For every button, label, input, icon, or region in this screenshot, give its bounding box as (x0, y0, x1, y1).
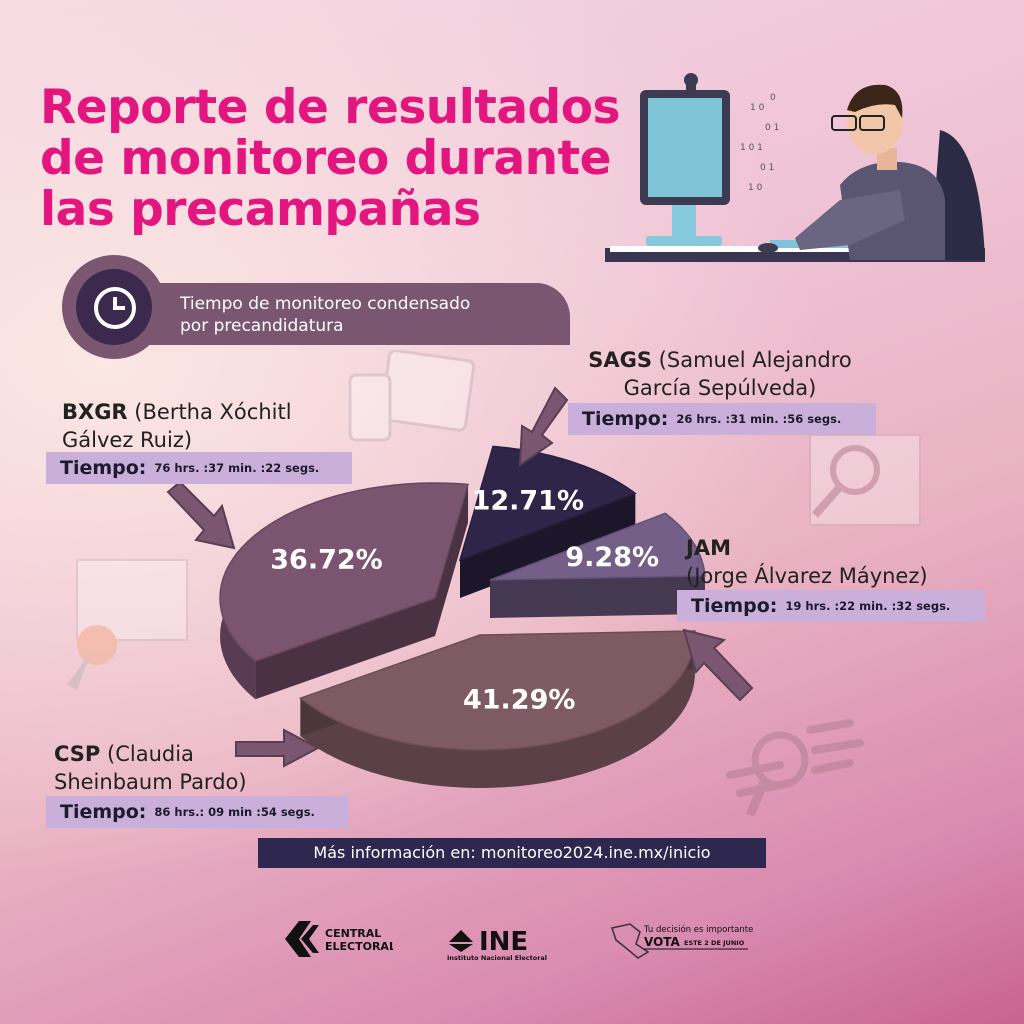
clock-badge (62, 255, 166, 359)
subtitle-line-1: Tiempo de monitoreo condensado (180, 294, 471, 314)
bxgr-code: BXGR (62, 400, 128, 424)
candidate-bxgr: BXGR (Bertha Xóchitl Gálvez Ruiz) (62, 398, 362, 454)
svg-text:0 1: 0 1 (760, 163, 774, 173)
bxgr-name-1: (Bertha Xóchitl (134, 400, 292, 424)
ine-logo: INE Instituto Nacional Electoral (447, 927, 547, 962)
sags-time-label: Tiempo: (582, 408, 669, 430)
more-info-link[interactable]: Más información en: monitoreo2024.ine.mx… (258, 838, 766, 868)
arrow-sags-icon (518, 386, 569, 467)
sags-time-value: 26 hrs. :31 min. :56 segs. (676, 412, 842, 426)
pie-label-jam: 9.28% (565, 542, 659, 573)
svg-text:1 0: 1 0 (748, 183, 763, 193)
bxgr-time-box: Tiempo: 76 hrs. :37 min. :22 segs. (46, 452, 352, 484)
vota-logo: Tu decisión es importante VOTA ESTE 2 DE… (611, 923, 753, 959)
csp-time-value: 86 hrs.: 09 min :54 segs. (154, 805, 315, 819)
csp-time-box: Tiempo: 86 hrs.: 09 min :54 segs. (46, 796, 348, 828)
subtitle-line-2: por precandidatura (180, 316, 344, 336)
decorative-devices-icon (348, 350, 475, 442)
title-line-3: las precampañas (40, 182, 481, 237)
csp-time-label: Tiempo: (60, 801, 147, 823)
csp-name-2: Sheinbaum Pardo) (54, 770, 247, 794)
svg-text:1 0: 1 0 (750, 103, 765, 113)
pie-slice-bxgr: 36.72% (219, 482, 469, 700)
pie-label-bxgr: 36.72% (270, 545, 382, 576)
sags-time-box: Tiempo: 26 hrs. :31 min. :56 segs. (568, 403, 876, 435)
ine-subtext: Instituto Nacional Electoral (447, 954, 547, 962)
ine-text: INE (479, 927, 528, 957)
pie-label-csp: 41.29% (463, 685, 575, 716)
clock-icon (94, 287, 136, 329)
title-line-1: Reporte de resultados (40, 80, 620, 135)
bxgr-name-2: Gálvez Ruiz) (62, 428, 193, 452)
sags-code: SAGS (588, 348, 652, 372)
subtitle-banner (140, 283, 570, 345)
svg-text:1 0 1: 1 0 1 (740, 143, 763, 153)
candidate-csp: CSP (Claudia Sheinbaum Pardo) (54, 740, 354, 796)
arrow-jam-icon (682, 628, 754, 702)
central-electoral-logo: CENTRAL ELECTORAL (285, 921, 393, 957)
sags-name-1: (Samuel Alejandro (658, 348, 852, 372)
page-title: Reporte de resultados de monitoreo duran… (40, 82, 640, 235)
jam-time-value: 19 hrs. :22 min. :32 segs. (785, 599, 951, 613)
arrow-bxgr-icon (166, 480, 236, 550)
title-line-2: de monitoreo durante (40, 131, 611, 186)
decorative-magnifier-icon (726, 719, 864, 817)
pie-slice-csp: 41.29% (298, 630, 696, 788)
computer-user-illustration: 1 00 1 1 0 10 1 1 00 (605, 73, 985, 262)
csp-name-1: (Claudia (107, 742, 194, 766)
central-line-1: CENTRAL (325, 927, 381, 940)
subtitle: Tiempo de monitoreo condensado por preca… (180, 293, 560, 337)
svg-text:0: 0 (770, 93, 776, 103)
bxgr-time-label: Tiempo: (60, 457, 147, 479)
csp-code: CSP (54, 742, 101, 766)
jam-time-label: Tiempo: (691, 595, 778, 617)
pie-slice-jam: 9.28% (489, 512, 706, 618)
vota-line-2: ESTE 2 DE JUNIO (684, 939, 745, 947)
vota-word: VOTA (644, 935, 681, 949)
pie-slice-sags: 12.71% (458, 445, 637, 598)
sags-name-2: García Sepúlveda) (623, 376, 817, 400)
decorative-code-window-icon (67, 559, 188, 690)
jam-time-box: Tiempo: 19 hrs. :22 min. :32 segs. (677, 590, 985, 622)
pie-label-sags: 12.71% (472, 485, 584, 516)
candidate-jam: JAM (Jorge Álvarez Máynez) (686, 534, 1006, 590)
decorative-search-window-icon (809, 434, 921, 526)
jam-name-1: (Jorge Álvarez Máynez) (686, 564, 928, 588)
central-line-2: ELECTORAL (325, 940, 393, 953)
candidate-sags: SAGS (Samuel Alejandro García Sepúlveda) (560, 346, 880, 402)
arrow-csp-icon (235, 728, 321, 768)
jam-code: JAM (686, 536, 731, 560)
svg-text:0 1: 0 1 (765, 123, 779, 133)
bxgr-time-value: 76 hrs. :37 min. :22 segs. (154, 461, 320, 475)
vota-line-1: Tu decisión es importante (643, 924, 753, 935)
